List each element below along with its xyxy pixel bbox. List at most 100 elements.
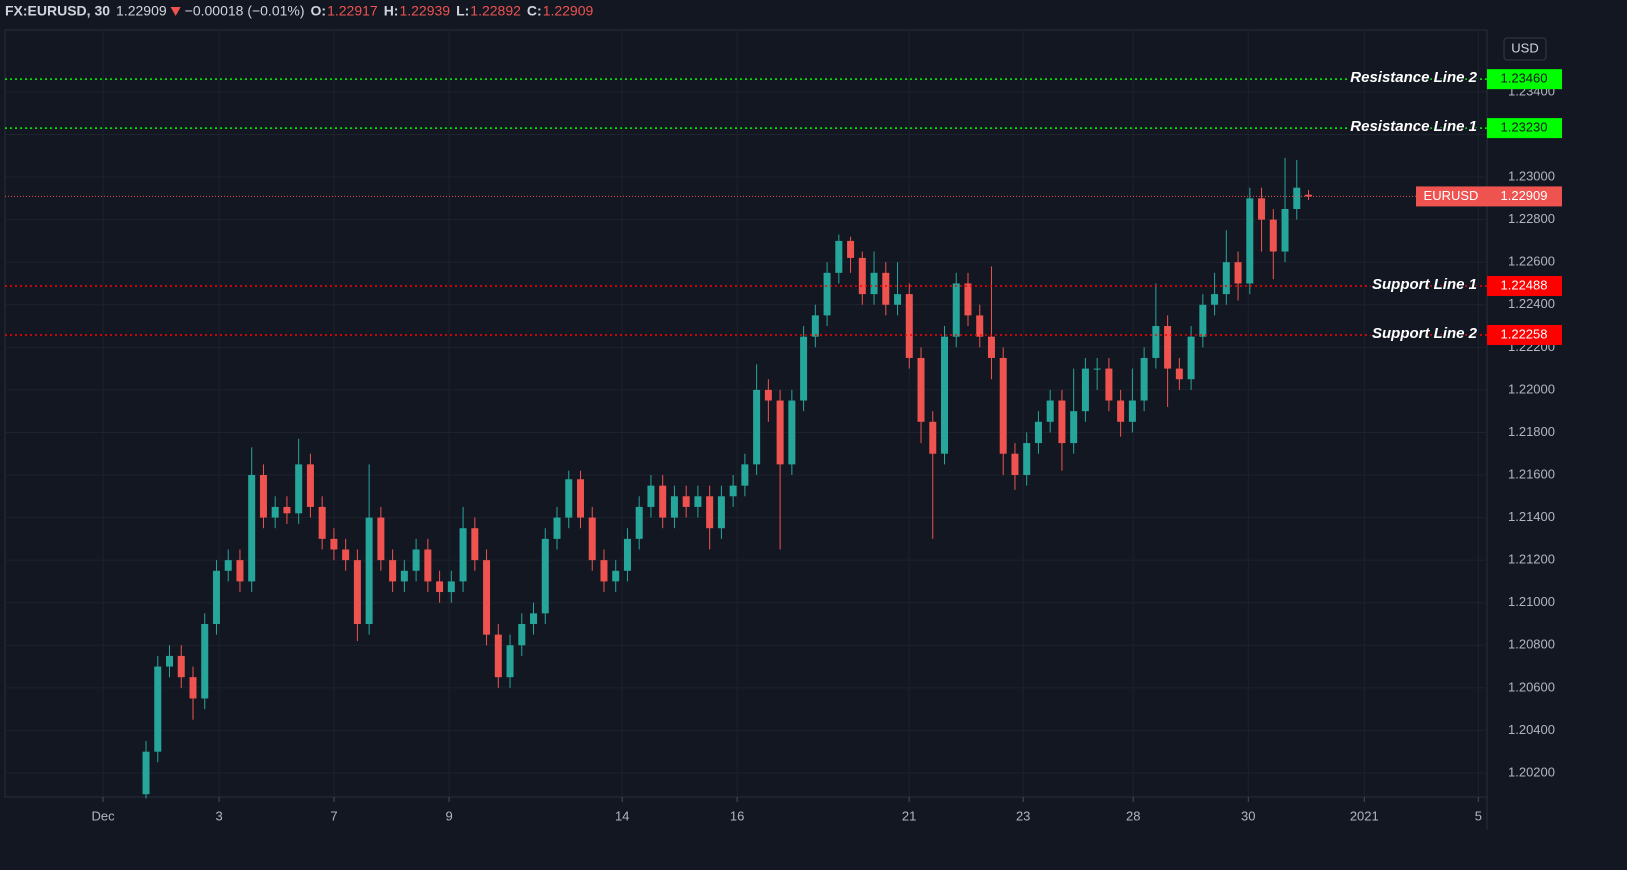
last-price-tag: 1.22909	[1501, 188, 1548, 203]
candle-body	[306, 464, 314, 507]
candle-body	[1011, 453, 1019, 476]
candle-body	[811, 315, 819, 337]
level-tag-bg	[1487, 324, 1562, 345]
candle-body	[224, 560, 232, 571]
y-tick-label: 1.20600	[1508, 679, 1555, 694]
candle-body	[154, 666, 162, 752]
candle-body	[1105, 368, 1113, 401]
candle-body	[318, 506, 326, 539]
ohlc-label: C:	[527, 3, 542, 19]
candle-body	[400, 570, 408, 582]
candle-body	[647, 485, 655, 507]
candle-body	[882, 272, 890, 305]
ohlc-value: 1.22939	[399, 3, 450, 19]
candle-body	[788, 400, 796, 465]
x-tick-label: 7	[330, 808, 337, 823]
level-tag: 1.23230	[1501, 120, 1548, 135]
ohlc-label: O:	[311, 3, 327, 19]
candle-body	[776, 400, 784, 465]
y-tick-label: 1.21000	[1508, 594, 1555, 609]
y-tick-label: 1.22600	[1508, 254, 1555, 269]
candle-body	[330, 538, 338, 550]
candle-body	[1128, 400, 1136, 422]
x-tick-label: 5	[1475, 808, 1482, 823]
level-name: Resistance Line 1	[1350, 118, 1477, 135]
candle-body	[424, 549, 432, 582]
currency-bg	[1503, 37, 1547, 61]
candle-body	[459, 528, 467, 582]
x-tick-label: 9	[445, 808, 452, 823]
x-tick-label: 30	[1241, 808, 1255, 823]
y-tick-label: 1.23000	[1508, 168, 1555, 183]
candle-body	[1281, 208, 1289, 252]
candle-body	[377, 517, 385, 561]
header-change: −0.00018 (−0.01%)	[185, 3, 305, 19]
candle-body	[847, 240, 855, 258]
header-bg	[0, 0, 1627, 25]
ohlc-label: L:	[456, 3, 469, 19]
y-tick-label: 1.20200	[1508, 764, 1555, 779]
candle-body	[952, 283, 960, 337]
candle-body	[1070, 411, 1078, 444]
x-tick-label: 23	[1016, 808, 1030, 823]
candle-body	[142, 751, 150, 795]
candle-body	[894, 294, 902, 305]
candle-body	[412, 549, 420, 571]
level-tag: 1.22258	[1501, 326, 1548, 341]
candle-body	[929, 421, 937, 454]
header-symbol: FX:EURUSD, 30	[5, 3, 110, 19]
y-tick-label: 1.22000	[1508, 381, 1555, 396]
symbol-tag-bg	[1416, 186, 1487, 207]
candle-body	[1199, 304, 1207, 337]
ohlc-value: 1.22917	[327, 3, 378, 19]
candle-body	[1293, 187, 1301, 209]
candle-body	[189, 677, 197, 699]
candle-body	[494, 634, 502, 678]
candle-body	[236, 560, 244, 582]
x-tick-label: Dec	[91, 808, 115, 823]
candle-body	[506, 645, 514, 678]
candle-body	[706, 496, 714, 529]
candle-body	[753, 389, 761, 465]
candle-body	[999, 357, 1007, 454]
candle-body	[212, 570, 220, 624]
candle-body	[483, 560, 491, 635]
candle-body	[835, 240, 843, 273]
candle-body	[436, 581, 444, 593]
candle-body	[623, 538, 631, 571]
candle-body	[201, 623, 209, 699]
candle-body	[1140, 357, 1148, 401]
candle-body	[471, 528, 479, 561]
candle-body	[1046, 400, 1054, 422]
candle-body	[1305, 194, 1313, 197]
candle-body	[823, 272, 831, 316]
candle-body	[600, 560, 608, 582]
candle-body	[987, 336, 995, 358]
candle-body	[976, 315, 984, 337]
candle-body	[389, 560, 397, 582]
candle-body	[682, 496, 690, 507]
y-tick-label: 1.21600	[1508, 466, 1555, 481]
candle-body	[905, 294, 913, 358]
level-name: Support Line 2	[1372, 325, 1478, 342]
candle-body	[541, 538, 549, 614]
header-last: 1.22909	[116, 3, 167, 19]
y-tick-label: 1.21200	[1508, 552, 1555, 567]
symbol-tag: EURUSD	[1424, 188, 1479, 203]
down-arrow	[170, 7, 181, 16]
ohlc-value: 1.22892	[470, 3, 521, 19]
level-tag-bg	[1487, 69, 1562, 90]
candle-body	[612, 570, 620, 582]
candle-body	[177, 655, 185, 678]
candle-body	[1234, 262, 1242, 284]
x-tick-label: 16	[730, 808, 744, 823]
candle-body	[166, 655, 174, 667]
candle-body	[1058, 400, 1066, 444]
candle-body	[1093, 368, 1101, 370]
candle-body	[741, 464, 749, 486]
candle-body	[1117, 400, 1125, 422]
y-tick-label: 1.20800	[1508, 637, 1555, 652]
